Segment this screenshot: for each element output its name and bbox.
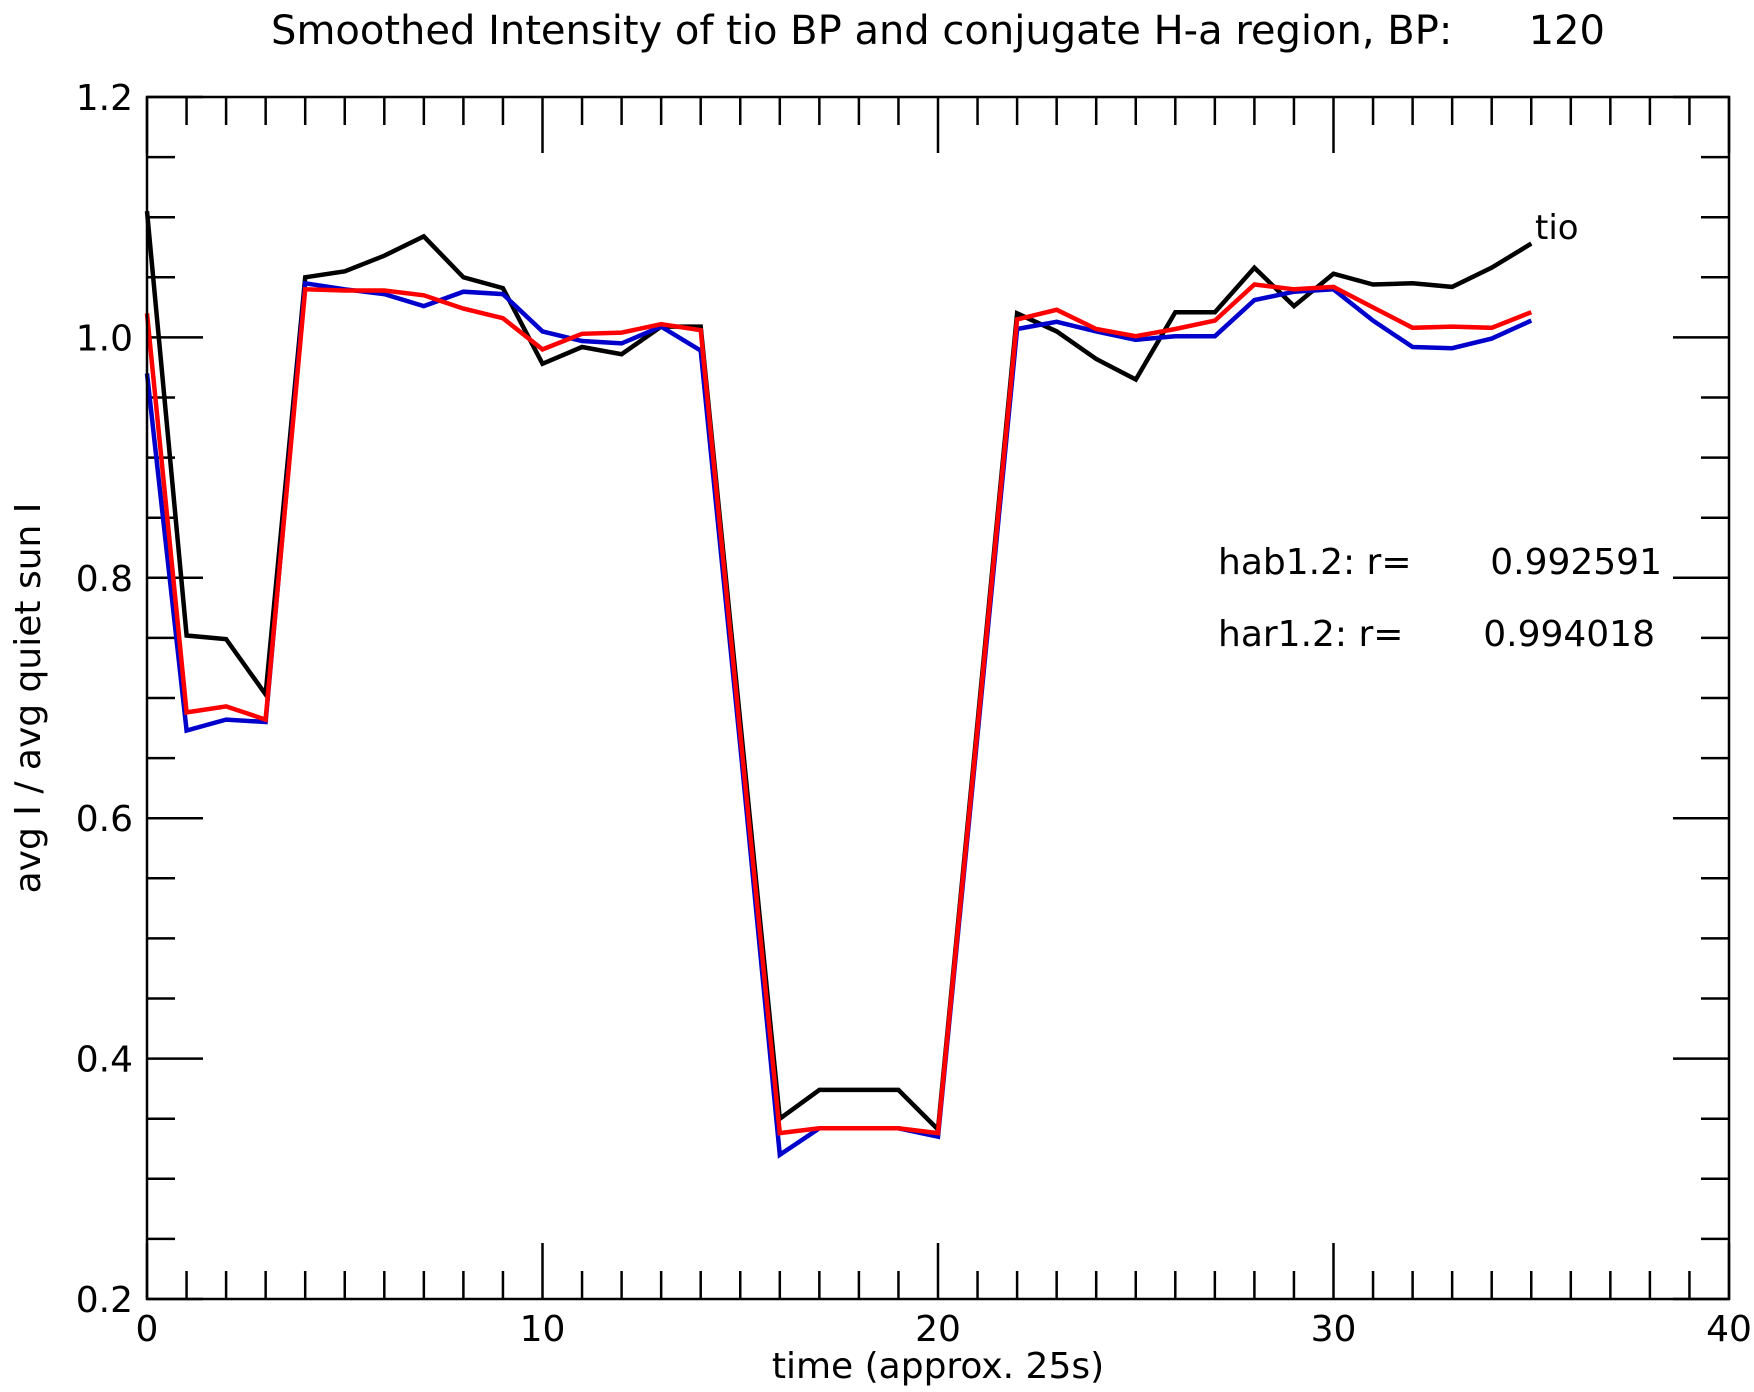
y-axis-label: avg I / avg quiet sun I bbox=[8, 503, 49, 894]
y-tick-label: 0.4 bbox=[76, 1040, 133, 1081]
plot-frame bbox=[145, 95, 1731, 1301]
annotation-hab-label: hab1.2: r= bbox=[1218, 542, 1412, 583]
x-tick-label: 0 bbox=[136, 1309, 159, 1350]
x-tick-label: 10 bbox=[520, 1309, 566, 1350]
series-lines bbox=[144, 210, 1533, 1159]
series-line-red bbox=[144, 282, 1533, 1136]
series-label-tio: tio bbox=[1535, 208, 1579, 248]
x-axis-label: time (approx. 25s) bbox=[772, 1346, 1104, 1387]
x-tick-label: 40 bbox=[1706, 1309, 1752, 1350]
x-tick-label: 20 bbox=[915, 1309, 961, 1350]
y-tick-label: 1.0 bbox=[76, 318, 133, 359]
y-tick-label: 0.8 bbox=[76, 559, 133, 600]
annotation-hab-value: 0.992591 bbox=[1490, 542, 1662, 583]
chart-title: Smoothed Intensity of tio BP and conjuga… bbox=[271, 8, 1605, 54]
tick-labels: 0 10 20 30 40 0.2 0.4 0.6 0.8 1.0 1.2 bbox=[76, 78, 1752, 1350]
y-tick-label: 1.2 bbox=[76, 78, 133, 119]
series-line-tio bbox=[144, 210, 1533, 1135]
y-tick-label: 0.2 bbox=[76, 1280, 133, 1321]
x-tick-label: 30 bbox=[1311, 1309, 1357, 1350]
series-line-blue bbox=[144, 280, 1533, 1159]
y-tick-label: 0.6 bbox=[76, 799, 133, 840]
annotation-har-value: 0.994018 bbox=[1483, 614, 1655, 655]
annotation-har-label: har1.2: r= bbox=[1218, 614, 1403, 655]
